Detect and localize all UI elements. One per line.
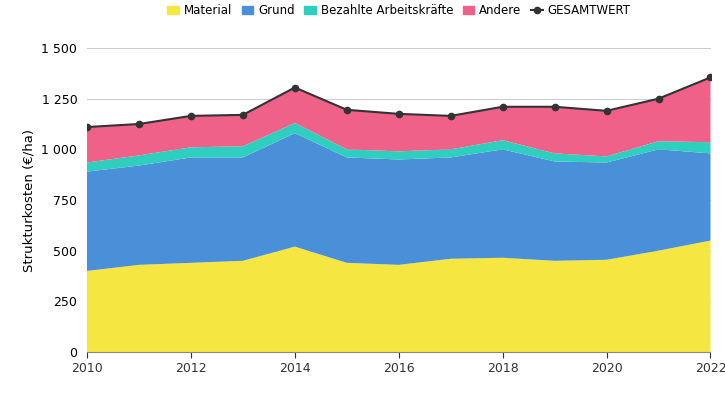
Y-axis label: Strukturkosten (€/ha): Strukturkosten (€/ha) (23, 128, 36, 272)
Legend: Material, Grund, Bezahlte Arbeitskräfte, Andere, GESAMTWERT: Material, Grund, Bezahlte Arbeitskräfte,… (162, 0, 635, 22)
